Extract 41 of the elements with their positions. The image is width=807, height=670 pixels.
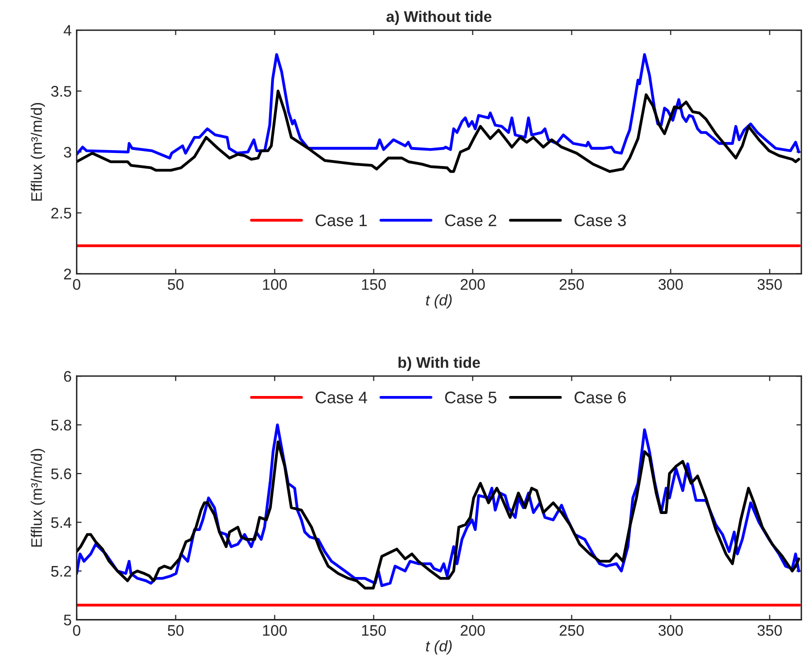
y-tick-label: 5 — [64, 614, 72, 626]
x-tick-label: 50 — [168, 279, 184, 290]
x-tick-label: 250 — [560, 625, 584, 636]
x-tick-label: 350 — [758, 279, 782, 290]
x-tick-label: 0 — [73, 279, 80, 290]
y-tick-label: 3 — [64, 146, 72, 158]
legend-label: Case 1 — [316, 214, 367, 226]
chart-title: a) Without tide — [386, 10, 492, 25]
x-tick-label: 350 — [758, 625, 782, 636]
y-tick-label: 5.4 — [51, 517, 72, 528]
line-series — [76, 53, 800, 160]
y-tick-label: 2 — [64, 268, 72, 280]
x-tick-label: 100 — [263, 625, 287, 636]
legend-label: Case 3 — [574, 214, 626, 226]
x-tick-label: 100 — [263, 279, 287, 290]
y-tick-label: 5.6 — [51, 468, 72, 480]
x-tick-label: 200 — [460, 625, 485, 636]
y-tick-label: 2.5 — [51, 208, 72, 219]
x-tick-label: 0 — [73, 625, 80, 636]
x-tick-label: 200 — [460, 279, 485, 290]
x-tick-label: 150 — [362, 625, 386, 636]
y-axis-title: Efflux (m³/m/d) — [30, 448, 46, 547]
y-tick-label: 4 — [64, 25, 72, 36]
x-tick-label: 300 — [658, 279, 683, 290]
legend-label: Case 5 — [445, 392, 496, 404]
x-tick-label: 50 — [168, 625, 184, 636]
x-axis-title: t (d) — [426, 294, 452, 309]
line-series — [76, 90, 800, 173]
x-tick-label: 300 — [658, 625, 683, 636]
x-tick-label: 250 — [560, 279, 584, 290]
y-tick-label: 5.2 — [51, 566, 72, 577]
y-tick-label: 6 — [64, 370, 72, 382]
y-tick-label: 5.8 — [51, 420, 72, 431]
y-axis-title: Efflux (m³/m/d) — [30, 102, 46, 201]
legend-label: Case 6 — [574, 392, 626, 404]
x-tick-label: 150 — [362, 279, 386, 290]
chart-title: b) With tide — [398, 356, 480, 371]
legend-label: Case 4 — [316, 392, 368, 404]
x-axis-title: t (d) — [426, 640, 452, 654]
y-tick-label: 3.5 — [51, 86, 72, 97]
legend-label: Case 2 — [445, 214, 496, 226]
